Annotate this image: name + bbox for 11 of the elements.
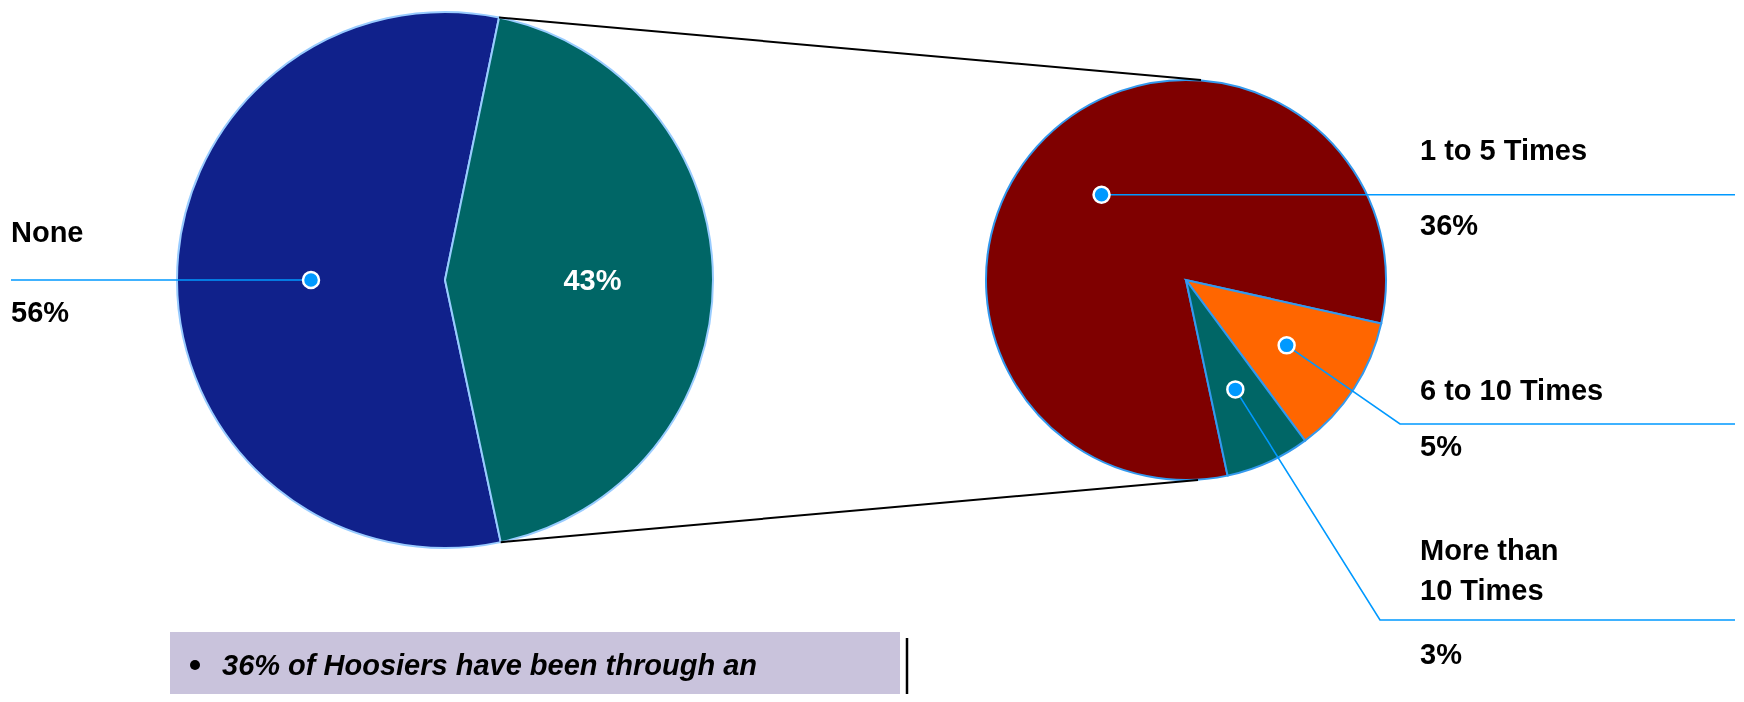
slice-label: 1 to 5 Times [1420,134,1588,166]
data-label: 56% [11,296,70,328]
text: 36% of Hoosiers have been through an [222,649,757,681]
slice-label: 6 to 10 Times [1420,374,1604,406]
data-label: 36% [1420,209,1479,241]
data-label: 43% [563,263,622,296]
slice-label: More than 10 Times [1420,534,1559,606]
pie-slice [985,79,1387,481]
slice-label: None [11,216,84,248]
data-label: 5% [1420,430,1463,462]
data-label: 3% [1420,638,1463,670]
